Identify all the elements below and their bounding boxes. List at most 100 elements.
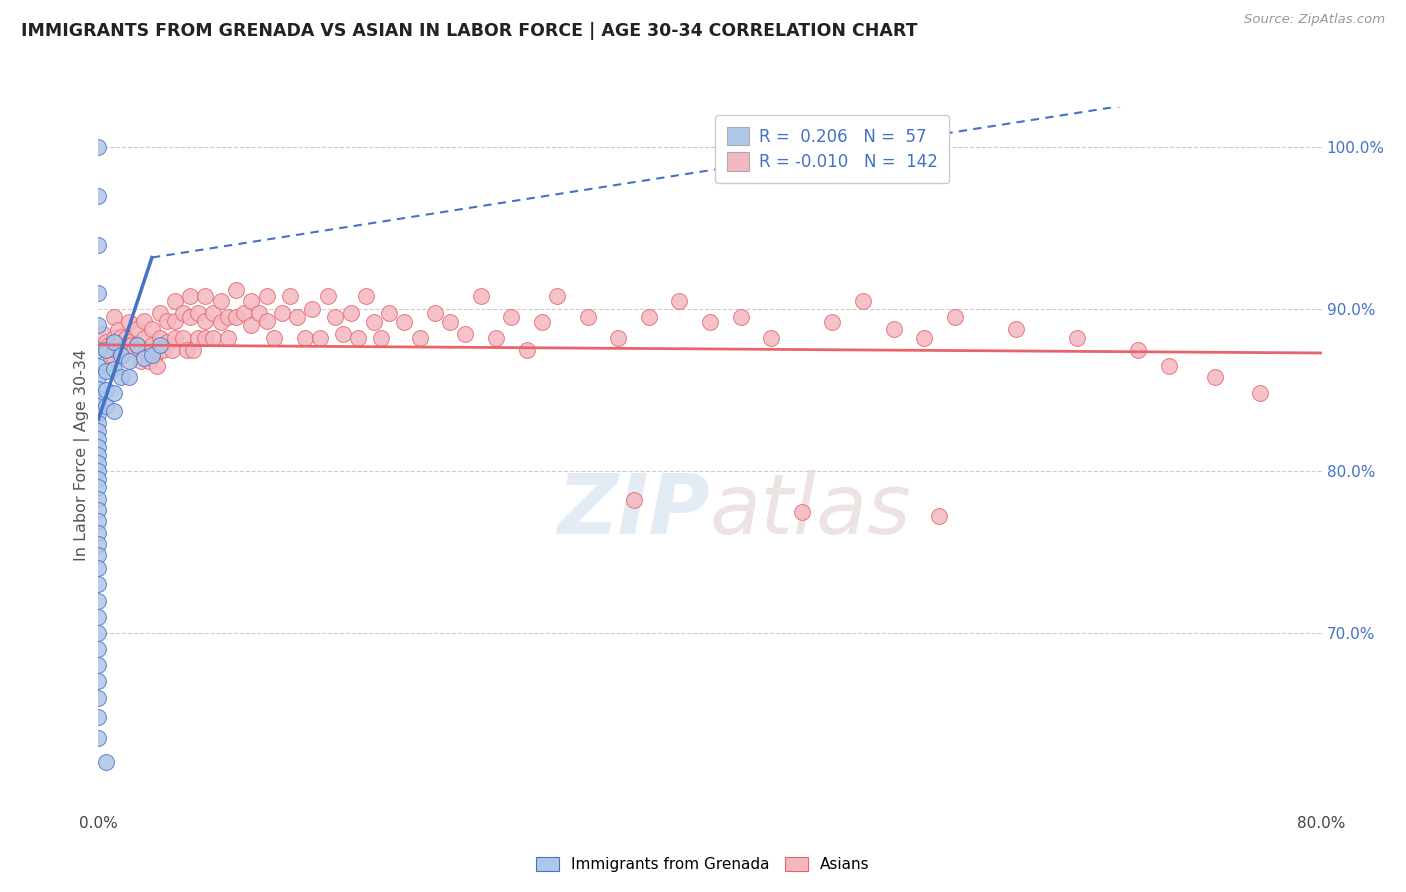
Point (181, 343, 204, 357)
Point (87, 140, 110, 154)
Point (115, 331, 138, 345)
Point (163, 294, 186, 309)
Point (270, 305, 292, 319)
Point (87, 448, 110, 462)
Point (530, 315, 553, 329)
Point (194, 289, 217, 303)
Point (118, 334, 141, 349)
Point (103, 310, 125, 325)
Point (156, 313, 179, 327)
Point (332, 326, 354, 341)
Point (110, 343, 132, 357)
Point (256, 289, 278, 303)
Point (103, 404, 125, 418)
Point (91, 326, 114, 341)
Point (263, 331, 285, 345)
Point (576, 310, 599, 325)
Point (209, 294, 232, 309)
Point (103, 362, 125, 376)
Point (485, 331, 508, 345)
Point (87, 464, 110, 478)
Point (347, 331, 370, 345)
Point (759, 331, 782, 345)
Point (103, 334, 125, 349)
Point (240, 294, 263, 309)
Point (546, 289, 568, 303)
Point (87, 440, 110, 454)
Text: Source: ZipAtlas.com: Source: ZipAtlas.com (1244, 13, 1385, 27)
Point (423, 305, 446, 319)
Point (202, 305, 225, 319)
Point (179, 289, 201, 303)
Point (187, 305, 209, 319)
Point (623, 493, 645, 508)
Point (225, 283, 247, 297)
Point (256, 313, 278, 327)
Point (134, 331, 156, 345)
Point (87, 286, 110, 301)
Point (87, 400, 110, 414)
Point (309, 331, 332, 345)
Point (883, 322, 905, 336)
Point (134, 351, 156, 365)
Point (637, 310, 661, 325)
Point (392, 315, 416, 329)
Point (121, 338, 143, 352)
Point (103, 386, 125, 401)
Point (325, 310, 347, 325)
Point (134, 313, 156, 327)
Point (202, 331, 225, 345)
Point (294, 331, 316, 345)
Point (852, 294, 875, 309)
Point (301, 302, 323, 317)
Point (107, 323, 129, 337)
Point (87, 424, 110, 438)
Point (87, 370, 110, 384)
Point (87, 710, 110, 724)
Point (143, 348, 166, 362)
Text: 80.0%: 80.0% (1298, 816, 1346, 830)
Point (128, 343, 150, 357)
Point (172, 305, 194, 319)
Point (470, 289, 492, 303)
Point (141, 322, 163, 336)
Point (145, 359, 167, 373)
Point (87, 318, 110, 333)
Point (141, 338, 163, 352)
Point (370, 331, 392, 345)
Point (87, 674, 110, 689)
Text: atlas: atlas (710, 470, 911, 551)
Text: ZIP: ZIP (557, 470, 710, 551)
Point (668, 294, 690, 309)
Point (87, 237, 110, 252)
Point (172, 331, 194, 345)
Legend: R =  0.206   N =  57, R = -0.010   N =  142: R = 0.206 N = 57, R = -0.010 N = 142 (716, 115, 949, 183)
Point (87, 416, 110, 430)
Point (149, 305, 172, 319)
Point (730, 310, 752, 325)
Point (87, 382, 110, 396)
Point (94, 334, 117, 349)
Point (118, 354, 141, 368)
Point (378, 305, 401, 319)
Point (87, 472, 110, 486)
Point (408, 331, 430, 345)
Point (87, 690, 110, 705)
Point (87, 658, 110, 673)
Point (454, 326, 477, 341)
Point (607, 331, 630, 345)
Point (94, 400, 117, 414)
Point (943, 310, 966, 325)
Point (149, 331, 172, 345)
Point (1066, 331, 1088, 345)
Point (217, 310, 239, 325)
Point (1204, 370, 1226, 384)
Point (87, 432, 110, 446)
Point (1157, 359, 1180, 373)
Point (141, 348, 163, 362)
Y-axis label: In Labor Force | Age 30-34: In Labor Force | Age 30-34 (75, 349, 90, 561)
Point (87, 593, 110, 607)
Point (501, 310, 523, 325)
Point (87, 189, 110, 203)
Point (125, 338, 148, 352)
